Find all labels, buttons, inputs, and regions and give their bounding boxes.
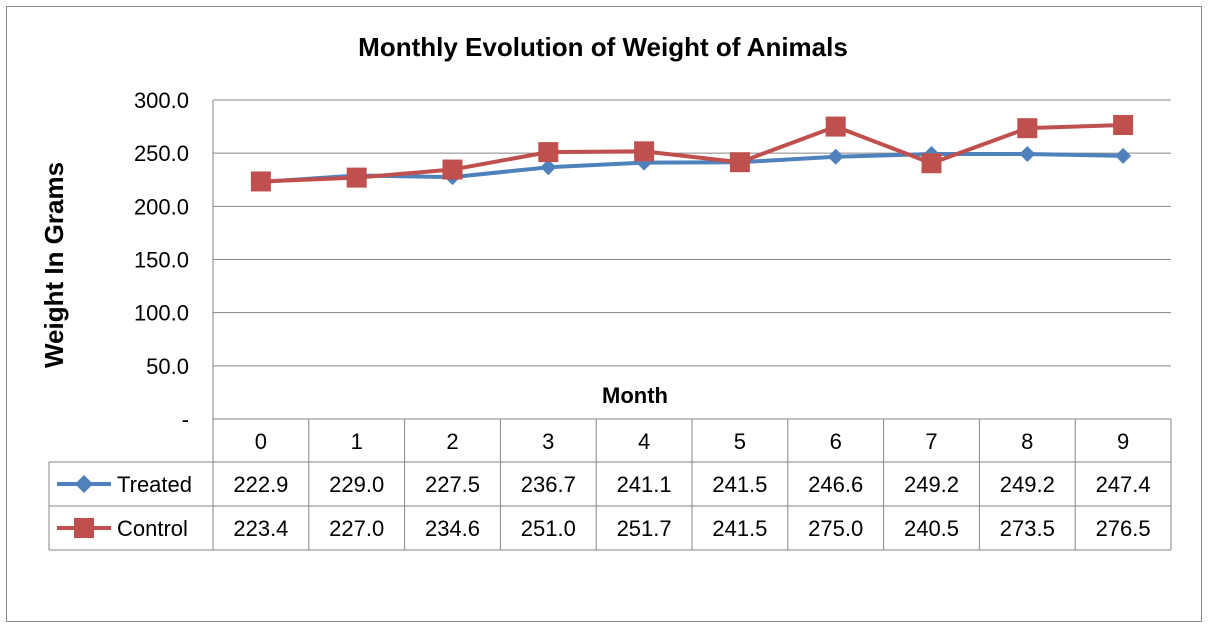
- data-point: [1115, 147, 1132, 164]
- x-tick-label: 2: [446, 429, 458, 454]
- data-point: [827, 148, 844, 165]
- y-tick-label: 250.0: [134, 141, 189, 166]
- data-table-cell: 227.5: [425, 472, 480, 497]
- x-axis-title: Month: [602, 383, 668, 408]
- y-tick-label: 50.0: [146, 354, 189, 379]
- data-table-cell: 273.5: [1000, 516, 1055, 541]
- data-point: [1113, 114, 1134, 135]
- data-table-cell: 276.5: [1096, 516, 1151, 541]
- gridlines: [212, 99, 1171, 419]
- data-point: [538, 142, 559, 163]
- y-tick-label: -: [182, 407, 189, 432]
- legend-marker-diamond: [75, 475, 93, 493]
- data-table-cell: 234.6: [425, 516, 480, 541]
- data-point: [1019, 146, 1036, 163]
- legend-label: Treated: [117, 472, 192, 497]
- data-point: [634, 141, 655, 162]
- y-tick-label: 150.0: [134, 248, 189, 273]
- data-table-cell: 236.7: [521, 472, 576, 497]
- y-axis-title: Weight In Grams: [39, 162, 69, 368]
- data-table-cell: 241.5: [712, 472, 767, 497]
- data-table-cell: 227.0: [329, 516, 384, 541]
- data-point: [442, 159, 463, 180]
- data-table-cell: 249.2: [904, 472, 959, 497]
- series-layer: [250, 114, 1134, 192]
- series-line-control: [260, 122, 1124, 184]
- data-table-cell: 229.0: [329, 472, 384, 497]
- data-table-cell: 241.5: [712, 516, 767, 541]
- y-tick-label: 100.0: [134, 301, 189, 326]
- data-table-cell: 246.6: [808, 472, 863, 497]
- data-table-cell: 251.0: [521, 516, 576, 541]
- x-tick-label: 3: [542, 429, 554, 454]
- data-table: 0 1 2 3 4 5 6 7 8 9 Treated 222.9 229.0 227.5 236.7 241…: [48, 418, 1172, 551]
- data-point: [825, 116, 846, 137]
- series-line-treated: [260, 152, 1124, 184]
- y-tick-label: 200.0: [134, 194, 189, 219]
- data-table-cell: 223.4: [233, 516, 288, 541]
- data-table-cell: 241.1: [617, 472, 672, 497]
- x-tick-label: 0: [255, 429, 267, 454]
- data-point: [729, 152, 750, 173]
- data-table-cell: 240.5: [904, 516, 959, 541]
- data-point: [346, 167, 367, 188]
- x-tick-label: 8: [1021, 429, 1033, 454]
- x-tick-label: 6: [830, 429, 842, 454]
- x-tick-label: 7: [925, 429, 937, 454]
- x-tick-label: 5: [734, 429, 746, 454]
- x-tick-label: 4: [638, 429, 650, 454]
- y-tick-label: 300.0: [134, 88, 189, 113]
- data-point: [250, 171, 271, 192]
- chart-frame: Monthly Evolution of Weight of Animals W…: [6, 6, 1202, 622]
- data-point: [921, 153, 942, 174]
- data-point: [540, 159, 557, 176]
- data-table-cell: 222.9: [233, 472, 288, 497]
- data-table-cell: 249.2: [1000, 472, 1055, 497]
- data-table-cell: 247.4: [1096, 472, 1151, 497]
- x-tick-label: 1: [351, 429, 363, 454]
- data-table-cell: 275.0: [808, 516, 863, 541]
- chart-title: Monthly Evolution of Weight of Animals: [358, 32, 848, 62]
- y-tick-labels: - 50.0 100.0 150.0 200.0 250.0 300.0: [134, 88, 189, 432]
- x-tick-label: 9: [1117, 429, 1129, 454]
- data-point: [1017, 118, 1038, 139]
- line-chart: Monthly Evolution of Weight of Animals W…: [39, 32, 1172, 551]
- legend-marker-square: [74, 518, 94, 538]
- data-table-cell: 251.7: [617, 516, 672, 541]
- legend-label: Control: [117, 516, 188, 541]
